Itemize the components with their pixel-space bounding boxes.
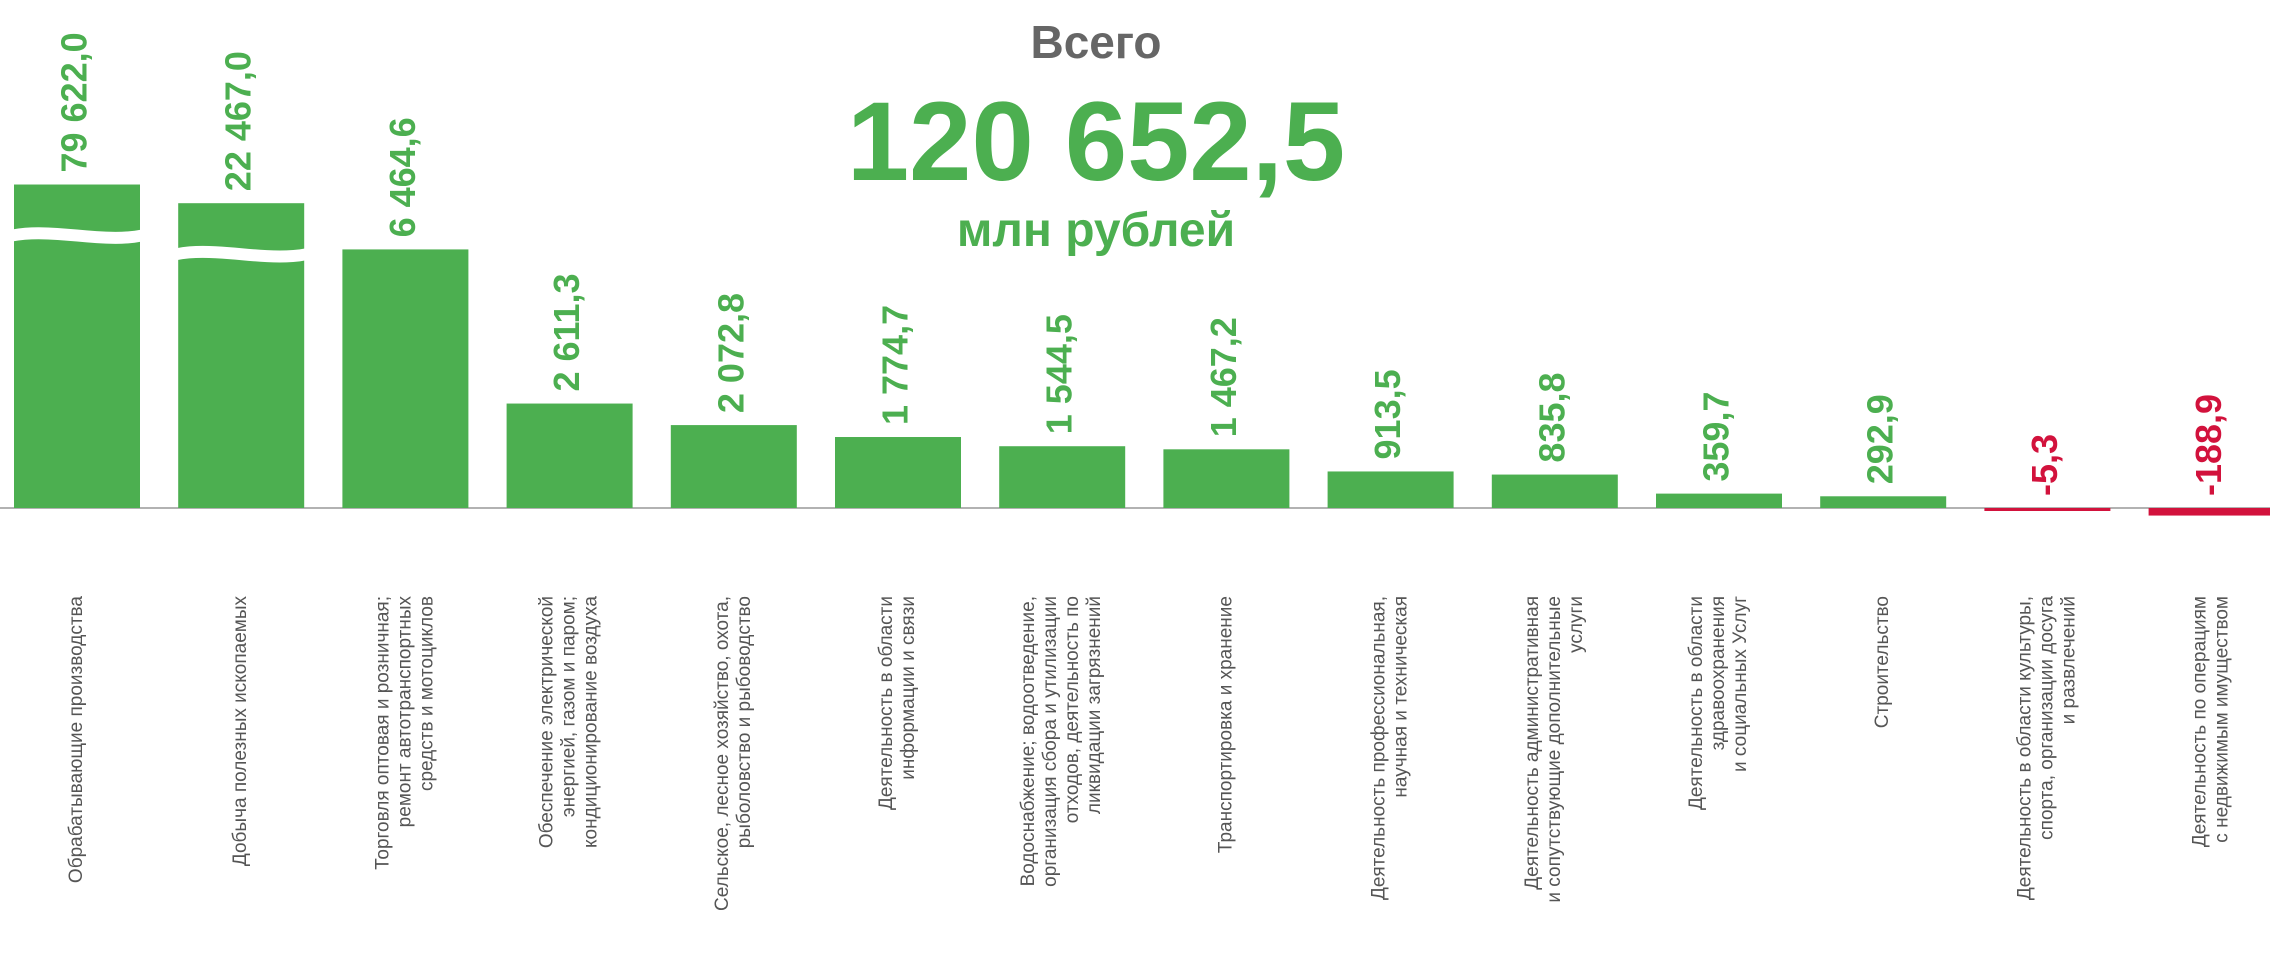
x-tick-label: Деятельность административная	[1522, 596, 1543, 890]
bar	[1820, 496, 1947, 508]
category-label: Деятельность в области здравоохранения и с…	[1686, 596, 1751, 810]
x-tick-label: научная и техническая	[1391, 596, 1412, 798]
bar	[1163, 449, 1290, 508]
chart-title: Всего	[1030, 16, 1161, 68]
category-label: Обеспечение электрической энергией, газом…	[537, 596, 602, 849]
x-tick-label: Водоснабжение; водоотведение,	[1018, 596, 1039, 886]
x-tick-label: рыболовство и рыбоводство	[734, 596, 755, 848]
x-tick-label: Деятельность в области	[1686, 596, 1707, 810]
value-label: 913,5	[1367, 369, 1408, 459]
bar	[2148, 508, 2270, 516]
x-tick-label: Добыча полезных ископаемых	[230, 596, 251, 867]
x-tick-label: Деятельность в области культуры,	[2014, 596, 2035, 900]
axis-break	[176, 245, 307, 263]
value-label: 2 072,8	[710, 293, 751, 413]
value-label: 22 467,0	[218, 51, 259, 191]
x-tick-label: Деятельность в области	[876, 596, 897, 810]
x-tick-label: и сопутствующие дополнительные	[1544, 596, 1565, 903]
x-tick-label: ремонт автотранспортных	[394, 596, 415, 828]
unit-label: млн рублей	[957, 204, 1235, 257]
value-label: 359,7	[1696, 392, 1737, 482]
x-tick-label: Транспортировка и хранение	[1215, 596, 1236, 853]
x-tick-label: Торговля оптовая и розничная;	[372, 596, 393, 870]
x-tick-label: с недвижимым имуществом	[2212, 596, 2233, 843]
x-tick-label: Деятельность по операциям	[2190, 596, 2211, 847]
bar	[670, 425, 797, 508]
category-label: Деятельность в области информации и связи	[876, 596, 919, 810]
x-tick-label: и развлечений	[2058, 596, 2079, 724]
value-label: 292,9	[1860, 394, 1901, 484]
category-label: Транспортировка и хранение	[1215, 596, 1236, 853]
category-label: Добыча полезных ископаемых	[230, 596, 251, 867]
category-label: Торговля оптовая и розничная; ремонт авто…	[372, 596, 437, 870]
value-label: 1 467,2	[1203, 317, 1244, 437]
x-tick-label: ликвидации загрязнений	[1084, 596, 1105, 814]
value-label: 2 611,3	[546, 273, 587, 391]
bar	[835, 437, 961, 508]
category-label: Водоснабжение; водоотведение, организация…	[1018, 596, 1105, 887]
x-tick-label: Строительство	[1872, 596, 1893, 728]
category-label: Строительство	[1872, 596, 1893, 728]
bar	[1984, 508, 2111, 511]
x-tick-label: Обрабатывающие производства	[66, 596, 87, 883]
value-label: 1 774,7	[875, 305, 916, 425]
total-value: 120 652,5	[847, 79, 1345, 204]
value-label: -5,3	[2024, 434, 2065, 496]
value-label: 835,8	[1531, 372, 1572, 462]
x-tick-label: кондиционирование воздуха	[581, 596, 602, 848]
category-label: Деятельность по операциям с недвижимым им…	[2190, 596, 2233, 847]
bar	[342, 249, 469, 508]
value-label: 6 464,6	[382, 117, 423, 237]
x-tick-label: и социальных Услуг	[1730, 596, 1751, 772]
x-tick-label: спорта, организации досуга	[2036, 596, 2057, 840]
x-tick-label: информации и связи	[898, 596, 919, 780]
category-label: Обрабатывающие производства	[66, 596, 87, 883]
x-tick-label: Деятельность профессиональная,	[1369, 596, 1390, 900]
x-tick-label: Сельское, лесное хозяйство, охота,	[712, 596, 733, 911]
bar	[1491, 474, 1618, 508]
x-tick-label: отходов, деятельность по	[1062, 596, 1083, 823]
bar	[1656, 493, 1782, 508]
bar	[1327, 471, 1454, 508]
value-label: -188,9	[2188, 394, 2229, 496]
value-label: 1 544,5	[1039, 314, 1080, 434]
category-label: Деятельность в области культуры, спорта, …	[2014, 596, 2079, 901]
x-tick-label: организация сбора и утилизации	[1040, 596, 1061, 887]
axis-break	[12, 227, 142, 244]
bar	[999, 446, 1126, 508]
x-tick-label: Обеспечение электрической	[537, 596, 558, 848]
category-label: Деятельность профессиональная, научная и …	[1369, 596, 1412, 900]
x-tick-label: услуги	[1566, 596, 1587, 653]
x-tick-label: здравоохранения	[1708, 596, 1729, 750]
category-label: Деятельность административная и сопутству…	[1522, 596, 1587, 903]
bar	[506, 403, 633, 508]
category-label: Сельское, лесное хозяйство, охота, рыболо…	[712, 596, 755, 911]
x-tick-label: средств и мотоциклов	[416, 596, 437, 791]
value-label: 79 622,0	[54, 32, 95, 172]
x-tick-label: энергией, газом и паром;	[559, 596, 580, 817]
